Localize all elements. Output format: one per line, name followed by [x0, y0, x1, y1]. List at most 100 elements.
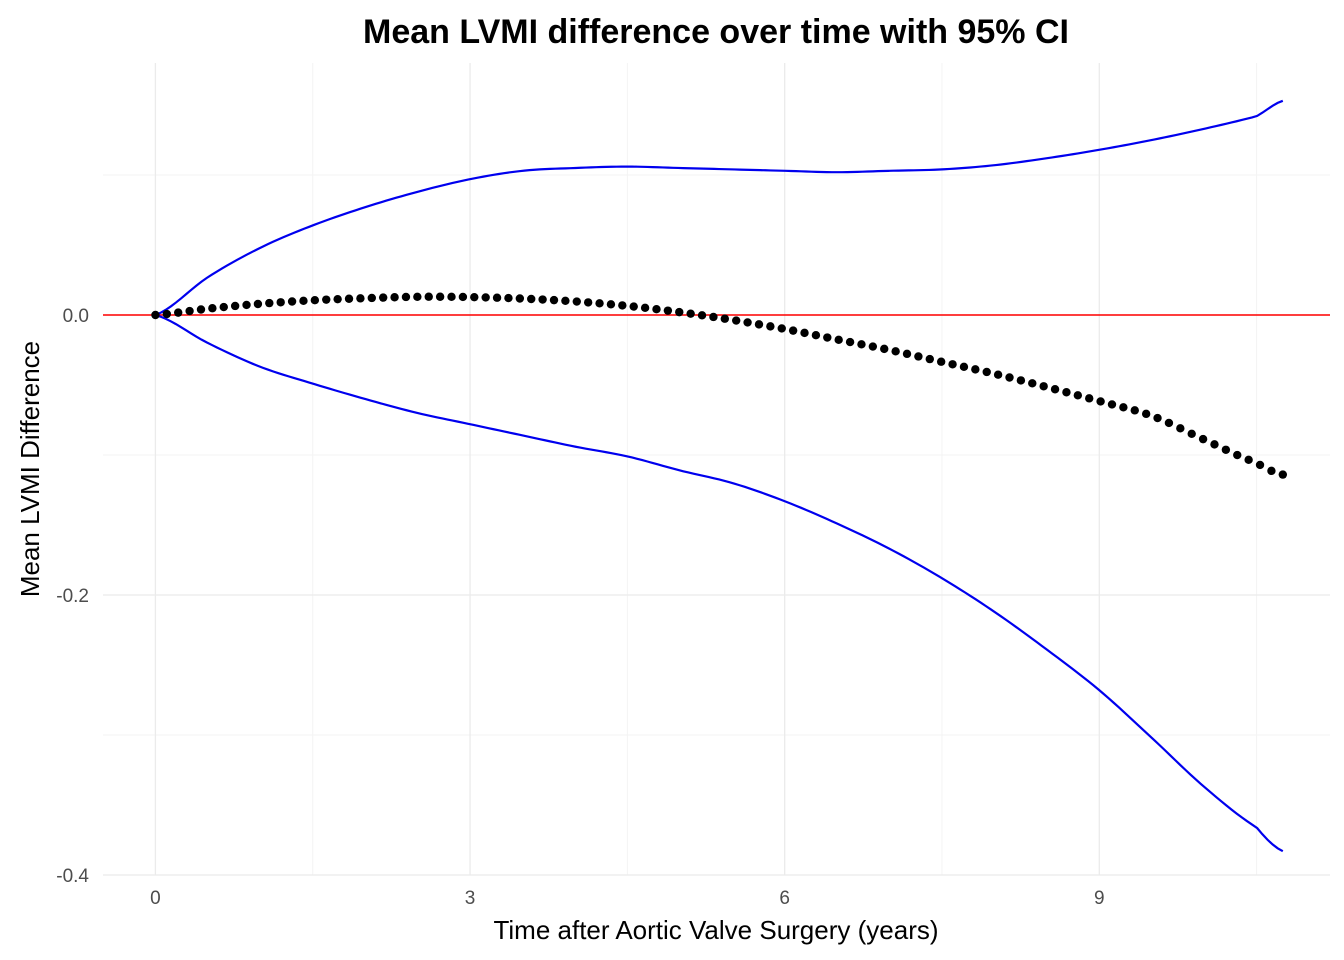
- mean-point: [1267, 466, 1276, 476]
- mean-point: [174, 308, 183, 317]
- mean-point: [629, 302, 638, 311]
- mean-point: [287, 297, 297, 306]
- mean-point: [1119, 403, 1128, 412]
- mean-point: [891, 347, 900, 356]
- mean-point: [367, 293, 376, 303]
- mean-point: [435, 292, 445, 301]
- mean-point: [470, 292, 479, 302]
- mean-point: [777, 324, 786, 333]
- mean-point: [1028, 379, 1037, 388]
- mean-point: [515, 294, 525, 303]
- mean-point: [1062, 388, 1071, 397]
- mean-point: [230, 301, 240, 311]
- mean-point: [1039, 382, 1048, 391]
- mean-point: [845, 337, 855, 347]
- mean-point: [1233, 450, 1242, 460]
- mean-point: [1050, 385, 1060, 394]
- mean-point: [242, 300, 251, 310]
- mean-point: [618, 301, 627, 310]
- mean-point: [720, 314, 730, 323]
- mean-point: [492, 293, 502, 302]
- x-axis-title: Time after Aortic Valve Surgery (years): [493, 915, 938, 945]
- mean-point: [788, 326, 798, 335]
- mean-point: [1073, 391, 1083, 400]
- mean-point: [527, 294, 536, 304]
- mean-point: [1096, 397, 1105, 406]
- mean-point: [265, 298, 274, 308]
- mean-point: [378, 293, 388, 302]
- mean-point: [1221, 445, 1231, 454]
- mean-point: [253, 299, 263, 309]
- mean-point: [1130, 406, 1139, 415]
- x-tick-label: 0: [150, 888, 161, 909]
- mean-point: [401, 292, 411, 302]
- y-axis-title: Mean LVMI Difference: [15, 341, 45, 597]
- mean-point: [390, 293, 399, 302]
- mean-point: [1141, 409, 1151, 419]
- mean-point: [754, 320, 764, 329]
- y-axis-ticks: 0.0 -0.2 -0.4: [56, 306, 89, 887]
- mean-point: [595, 299, 604, 308]
- y-tick-label: -0.4: [56, 866, 89, 887]
- mean-point: [1278, 470, 1288, 479]
- mean-point: [993, 370, 1003, 379]
- mean-point: [709, 312, 718, 322]
- y-tick-label: -0.2: [56, 586, 89, 607]
- mean-point: [766, 322, 775, 331]
- mean-point: [538, 295, 547, 304]
- mean-point: [1164, 418, 1174, 428]
- mean-point: [959, 362, 969, 372]
- mean-point: [811, 330, 821, 340]
- mean-point: [1244, 455, 1253, 465]
- mean-point: [948, 360, 957, 369]
- mean-point: [925, 354, 934, 364]
- mean-point: [504, 293, 513, 303]
- mean-point: [1210, 440, 1219, 449]
- confidence-interval-lines: [155, 99, 1284, 853]
- y-tick-label: 0.0: [63, 306, 89, 327]
- mean-point: [447, 292, 456, 302]
- x-tick-label: 3: [465, 888, 476, 909]
- mean-point: [686, 309, 695, 318]
- mean-point: [185, 306, 194, 316]
- mean-point: [982, 367, 991, 377]
- mean-point: [208, 304, 217, 313]
- mean-point: [583, 298, 593, 307]
- mean-point: [356, 294, 365, 303]
- mean-point: [1085, 394, 1094, 403]
- mean-point: [743, 318, 752, 327]
- mean-point: [413, 292, 422, 301]
- major-gridlines: [103, 63, 1330, 876]
- mean-point: [732, 316, 741, 325]
- mean-point: [902, 349, 912, 359]
- mean-point: [1153, 413, 1162, 423]
- mean-point: [561, 296, 570, 305]
- mean-point: [1176, 424, 1185, 433]
- mean-point: [322, 295, 331, 304]
- x-tick-label: 6: [779, 888, 790, 909]
- mean-point: [697, 311, 707, 320]
- upper-ci-line: [155, 99, 1284, 317]
- mean-point: [458, 292, 468, 302]
- lower-ci-line: [155, 313, 1284, 853]
- mean-point: [857, 340, 866, 349]
- mean-point: [333, 294, 342, 304]
- mean-point: [936, 357, 946, 366]
- mean-point: [880, 344, 889, 354]
- mean-point: [572, 297, 581, 306]
- mean-point: [1016, 376, 1026, 385]
- mean-point: [800, 328, 809, 338]
- mean-point: [219, 302, 228, 312]
- mean-point: [151, 310, 160, 320]
- mean-point: [1187, 429, 1196, 438]
- mean-point: [652, 305, 661, 314]
- chart-title: Mean LVMI difference over time with 95% …: [363, 13, 1069, 51]
- mean-point: [1255, 460, 1265, 470]
- mean-point: [424, 292, 433, 301]
- mean-points: [151, 292, 1288, 479]
- mean-point: [344, 294, 354, 303]
- mean-point: [1005, 373, 1014, 382]
- x-axis-ticks: 0 3 6 9: [150, 888, 1104, 909]
- x-tick-label: 9: [1094, 888, 1105, 909]
